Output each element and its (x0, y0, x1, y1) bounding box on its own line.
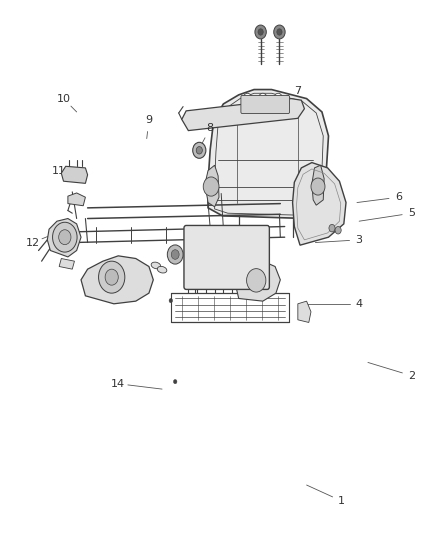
Circle shape (196, 147, 202, 154)
Circle shape (243, 93, 252, 104)
Text: 7: 7 (294, 86, 301, 95)
Text: 11: 11 (52, 166, 66, 175)
Text: 1: 1 (338, 496, 345, 506)
Circle shape (53, 222, 77, 252)
Circle shape (258, 29, 263, 35)
Polygon shape (59, 259, 74, 269)
Circle shape (169, 298, 173, 303)
Circle shape (193, 142, 206, 158)
Circle shape (59, 230, 71, 245)
FancyBboxPatch shape (241, 95, 290, 114)
Text: 2: 2 (408, 371, 415, 381)
Text: 14: 14 (111, 379, 125, 389)
Polygon shape (205, 165, 219, 207)
Text: 3: 3 (356, 235, 363, 245)
Polygon shape (293, 163, 346, 245)
Polygon shape (61, 166, 88, 183)
Text: 9: 9 (145, 115, 152, 125)
Circle shape (171, 249, 179, 259)
Circle shape (105, 269, 118, 285)
Polygon shape (298, 301, 311, 322)
Text: 5: 5 (408, 208, 415, 218)
Circle shape (258, 93, 267, 104)
Polygon shape (81, 256, 153, 304)
Polygon shape (68, 193, 85, 206)
Circle shape (255, 25, 266, 39)
Polygon shape (47, 219, 81, 257)
Text: 8: 8 (207, 123, 214, 133)
Circle shape (329, 224, 335, 232)
Polygon shape (236, 261, 280, 301)
Text: 12: 12 (26, 238, 40, 247)
Ellipse shape (151, 262, 161, 269)
Circle shape (99, 261, 125, 293)
Circle shape (274, 25, 285, 39)
Circle shape (203, 177, 219, 196)
Circle shape (274, 93, 283, 104)
Circle shape (173, 379, 177, 384)
Circle shape (335, 227, 341, 234)
FancyBboxPatch shape (184, 225, 269, 289)
Polygon shape (312, 165, 324, 205)
Ellipse shape (157, 266, 167, 273)
Text: 4: 4 (356, 299, 363, 309)
Polygon shape (182, 99, 304, 131)
Circle shape (277, 29, 282, 35)
Circle shape (311, 178, 325, 195)
Text: 6: 6 (395, 192, 402, 202)
Text: 10: 10 (57, 94, 71, 103)
Polygon shape (208, 90, 328, 219)
Circle shape (167, 245, 183, 264)
Circle shape (247, 269, 266, 292)
Text: 13: 13 (105, 267, 119, 277)
